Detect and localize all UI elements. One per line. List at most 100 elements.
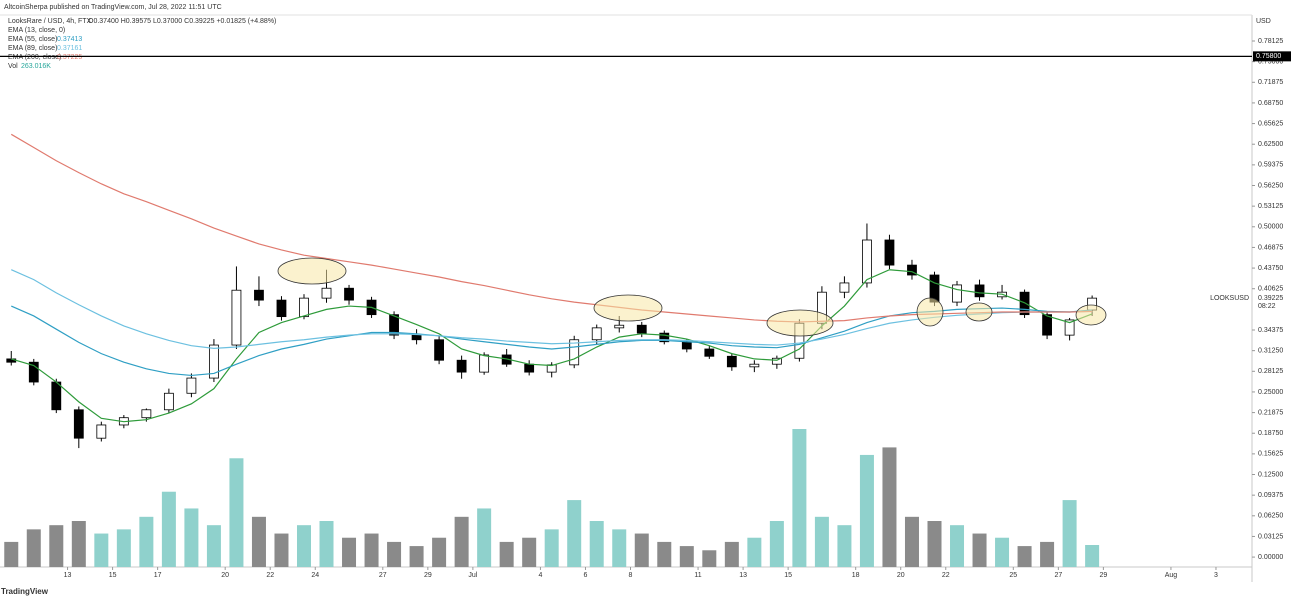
candle-body	[479, 354, 490, 373]
volume-bar	[139, 516, 154, 567]
candle-body	[681, 341, 692, 350]
x-tick-label: 13	[739, 572, 747, 579]
candle-body	[659, 332, 670, 343]
x-tick-label: 29	[424, 572, 432, 579]
legend-name: EMA (13, close, 0)	[8, 27, 65, 34]
x-tick-label: 24	[311, 572, 319, 579]
legend: LooksRare / USD, 4h, FTX O0.37400 H0.395…	[8, 18, 276, 70]
volume-bar	[927, 521, 942, 567]
x-tick-label: 3	[1214, 572, 1218, 579]
candle-body	[186, 377, 197, 394]
volume-bar	[342, 537, 357, 567]
y-tick-label: 0.12500	[1258, 471, 1283, 478]
x-tick-label: 25	[1009, 572, 1017, 579]
candle-body	[704, 348, 715, 357]
candle-body	[96, 424, 107, 439]
ellipse	[593, 294, 663, 322]
volume-bar	[1040, 541, 1055, 567]
ellipse	[766, 309, 834, 337]
x-tick-label: 27	[1054, 572, 1062, 579]
candle-body	[952, 284, 962, 303]
y-tick-label: 0.31250	[1258, 347, 1283, 354]
volume-bar	[882, 447, 897, 567]
x-tick-label: 18	[852, 572, 860, 579]
symbol: LooksRare / USD, 4h, FTX	[8, 18, 92, 25]
y-tick-label: 0.18750	[1258, 430, 1283, 437]
y-tick-label: 0.78125	[1258, 38, 1283, 45]
volume-bar	[1062, 500, 1077, 567]
candle-body	[591, 327, 602, 341]
x-tick-label: 29	[1099, 572, 1107, 579]
ellipse	[916, 297, 944, 327]
x-tick-label: 22	[266, 572, 274, 579]
volume-bar	[71, 521, 86, 567]
candle-body	[974, 284, 985, 298]
volume-bar	[319, 521, 334, 567]
y-tick-label: 0.75000	[1258, 58, 1283, 65]
y-tick-label: 0.09375	[1258, 492, 1283, 499]
volume-bar	[904, 516, 919, 567]
plot	[4, 133, 1100, 567]
candle-body	[456, 359, 467, 373]
ema-line	[11, 269, 1093, 349]
volume-bar	[161, 491, 176, 567]
volume-bar	[589, 521, 604, 567]
y-tick-label: 0.56250	[1258, 182, 1283, 189]
volume-bar	[769, 521, 784, 567]
y-tick-label: 0.46875	[1258, 244, 1283, 251]
y-tick-label: 0.25000	[1258, 389, 1283, 396]
volume-bar	[454, 516, 469, 567]
volume-bar	[49, 525, 64, 567]
candle-body	[839, 282, 850, 293]
volume-bar	[4, 541, 19, 567]
x-tick-label: 20	[897, 572, 905, 579]
volume-bar	[477, 508, 492, 567]
y-tick-label: 0.68750	[1258, 100, 1283, 107]
annotations	[277, 257, 1107, 337]
candle-body	[276, 299, 287, 318]
candle-body	[209, 344, 219, 379]
volume-bar	[206, 525, 221, 567]
volume-bar	[634, 533, 649, 567]
volume-bar	[544, 529, 559, 567]
y-tick-label: 0.00000	[1258, 554, 1283, 561]
legend-name: Vol	[8, 63, 18, 70]
volume-bar	[251, 516, 266, 567]
publisher: AltcoinSherpa published on TradingView.c…	[4, 4, 222, 11]
volume-bar	[499, 541, 514, 567]
volume-bar	[837, 525, 852, 567]
y-tick-label: 0.03125	[1258, 533, 1283, 540]
price-tag	[1253, 51, 1291, 62]
volume-bar	[679, 546, 694, 567]
volume-bar	[814, 516, 829, 567]
volume-bar	[995, 537, 1010, 567]
x-tick-label: 4	[538, 572, 542, 579]
ema-line	[11, 269, 1093, 423]
x-tick-label: 11	[694, 572, 701, 579]
y-tick-label: 0.53125	[1258, 203, 1283, 210]
x-tick-label: 6	[584, 572, 588, 579]
candle-body	[73, 409, 84, 439]
volume-bar	[229, 458, 244, 567]
candle-body	[726, 355, 737, 368]
volume-bar	[792, 429, 807, 567]
legend-name: EMA (89, close)	[8, 45, 57, 52]
x-tick-label: 13	[64, 572, 72, 579]
volume-bar	[522, 537, 537, 567]
candle-body	[771, 357, 782, 365]
volume-bar	[567, 500, 582, 567]
y-tick-label: 0.40625	[1258, 286, 1283, 293]
volume-bar	[612, 529, 627, 567]
currency: USD	[1256, 18, 1271, 25]
candle-body	[884, 239, 895, 266]
candle-body	[1064, 319, 1075, 336]
y-tick-label: 0.15625	[1258, 451, 1283, 458]
volume-bar	[94, 533, 109, 567]
volume-bar	[724, 541, 739, 567]
x-tick-label: 15	[109, 572, 117, 579]
candle-body	[163, 392, 174, 411]
x-tick-label: Jul	[468, 572, 477, 579]
price-tag	[1253, 292, 1291, 312]
volume-bar	[387, 541, 402, 567]
ema-line	[10, 133, 1093, 323]
